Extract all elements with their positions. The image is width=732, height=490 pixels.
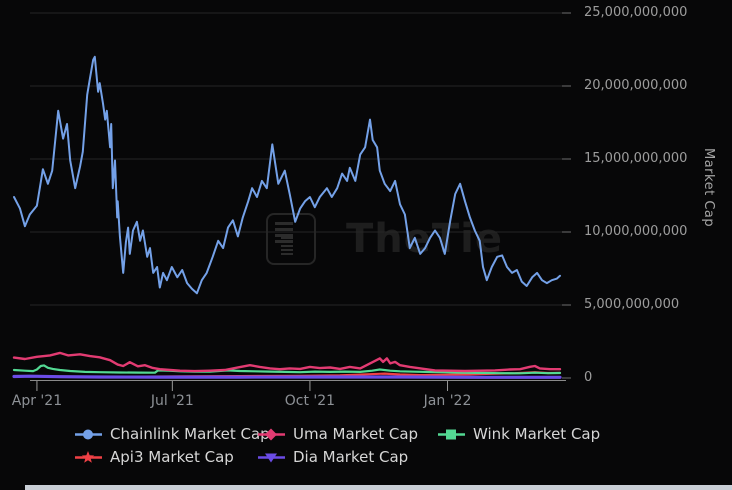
watermark: TheTie xyxy=(266,213,503,265)
series-line-uma-market-cap[interactable] xyxy=(12,351,562,373)
legend-item-uma-market-cap[interactable]: Uma Market Cap xyxy=(258,424,438,444)
watermark-document-icon xyxy=(266,213,316,265)
y-axis-title: Market Cap xyxy=(701,148,716,228)
legend-item-label: Wink Market Cap xyxy=(473,425,601,443)
legend-item-wink-market-cap[interactable]: Wink Market Cap xyxy=(438,424,702,444)
y-tick-label: 15,000,000,000 xyxy=(584,151,688,166)
series-line-dia-market-cap[interactable] xyxy=(12,374,562,379)
triangle-down-marker-icon xyxy=(258,453,285,462)
circle-marker-icon xyxy=(75,429,102,439)
y-tick-label: 20,000,000,000 xyxy=(584,78,688,93)
x-tick-label: Jan '22 xyxy=(423,393,472,409)
x-tick-label: Jul '21 xyxy=(150,393,194,409)
star-marker-icon xyxy=(75,450,102,463)
legend-item-label: Chainlink Market Cap xyxy=(110,425,270,443)
bottom-edge-strip xyxy=(25,485,732,490)
chart-canvas[interactable] xyxy=(0,0,732,420)
y-tick-label: 25,000,000,000 xyxy=(584,5,688,20)
square-marker-icon xyxy=(438,429,465,439)
y-tick-label: 0 xyxy=(584,370,593,385)
legend-item-dia-market-cap[interactable]: Dia Market Cap xyxy=(258,447,438,467)
series-line-chainlink-market-cap[interactable] xyxy=(13,55,561,295)
diamond-marker-icon xyxy=(258,428,285,440)
x-tick-label: Oct '21 xyxy=(284,393,336,409)
watermark-text: TheTie xyxy=(346,216,504,262)
legend-item-api3-market-cap[interactable]: Api3 Market Cap xyxy=(75,447,258,467)
legend-item-label: Uma Market Cap xyxy=(293,425,419,443)
series-line-wink-market-cap[interactable] xyxy=(12,364,562,375)
y-tick-label: 10,000,000,000 xyxy=(584,224,688,239)
x-tick-label: Apr '21 xyxy=(11,393,63,409)
legend-item-chainlink-market-cap[interactable]: Chainlink Market Cap xyxy=(75,424,270,444)
legend-item-label: Api3 Market Cap xyxy=(110,448,234,466)
y-tick-label: 5,000,000,000 xyxy=(584,297,680,312)
legend-item-label: Dia Market Cap xyxy=(293,448,409,466)
legend: Chainlink Market Cap Uma Market Cap Wink M… xyxy=(75,424,702,467)
